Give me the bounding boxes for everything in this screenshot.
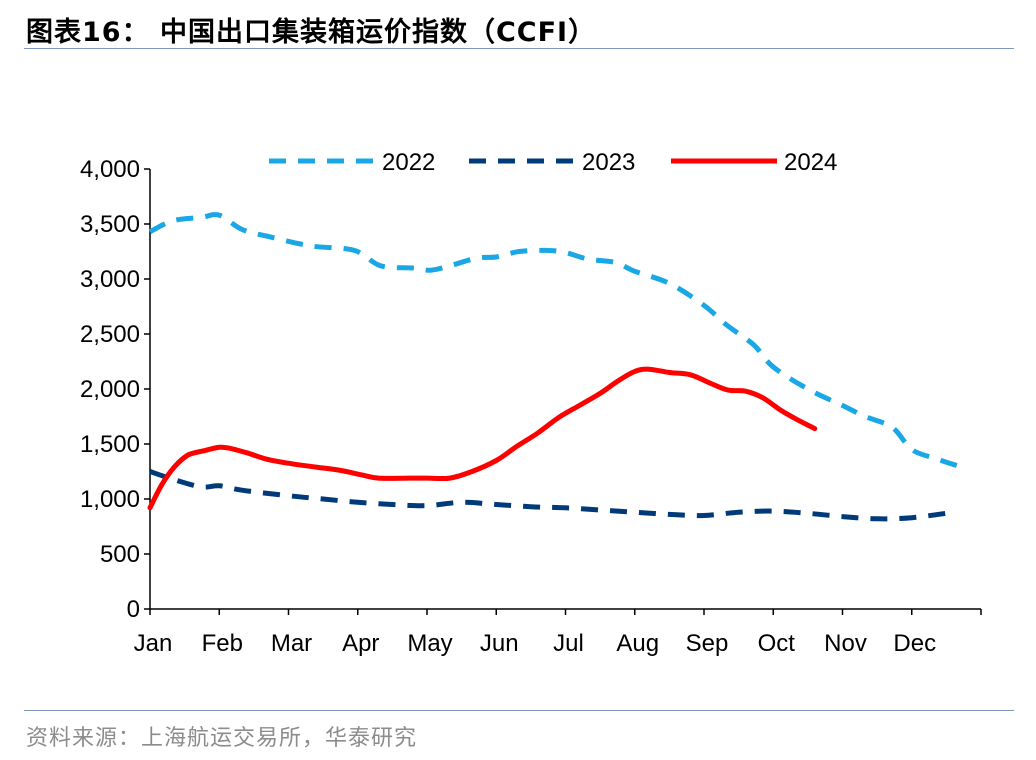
y-tick-label: 2,500 xyxy=(80,321,140,348)
y-tick-label: 0 xyxy=(127,596,140,623)
y-tick-label: 500 xyxy=(100,541,140,568)
figure-title: 图表16： 中国出口集装箱运价指数（CCFI） xyxy=(26,17,597,48)
x-tick-label: Nov xyxy=(824,630,867,657)
series-line-2023 xyxy=(149,469,947,522)
x-tick-label: Mar xyxy=(271,630,312,657)
chart-axes xyxy=(144,168,982,615)
legend-label-2024: 2024 xyxy=(784,149,837,176)
x-tick-label: Dec xyxy=(893,630,936,657)
x-tick-label: Jan xyxy=(134,630,173,657)
y-tick-label: 1,500 xyxy=(80,431,140,458)
y-tick-label: 3,000 xyxy=(80,266,140,293)
series-lines xyxy=(147,212,963,522)
y-tick-label: 3,500 xyxy=(80,211,140,238)
x-tick-label: Jul xyxy=(553,630,584,657)
source-note: 资料来源：上海航运交易所，华泰研究 xyxy=(26,726,418,751)
source-rule xyxy=(24,710,1014,711)
y-axis-tick-labels: 0 500 1,000 1,500 2,000 2,500 3,000 3,500 4,000 xyxy=(80,156,140,623)
x-tick-label: Aug xyxy=(616,630,659,657)
series-line-2024 xyxy=(147,366,818,511)
x-tick-label: Jun xyxy=(480,630,519,657)
series-line-2022 xyxy=(148,212,963,470)
legend-label-2022: 2022 xyxy=(382,149,435,176)
title-rule xyxy=(24,48,1014,49)
x-tick-label: Feb xyxy=(202,630,243,657)
x-axis-tick-labels: Jan Feb Mar Apr May Jun Jul Aug Sep Oct Nov Dec xyxy=(134,630,936,657)
x-tick-label: Oct xyxy=(758,630,796,657)
y-tick-label: 1,000 xyxy=(80,486,140,513)
x-tick-label: May xyxy=(407,630,452,657)
x-tick-label: Sep xyxy=(686,630,729,657)
y-tick-label: 2,000 xyxy=(80,376,140,403)
x-tick-label: Apr xyxy=(342,630,379,657)
y-tick-label: 4,000 xyxy=(80,156,140,183)
chart-legend: 2022 2023 2024 xyxy=(269,149,837,176)
legend-label-2023: 2023 xyxy=(582,149,635,176)
